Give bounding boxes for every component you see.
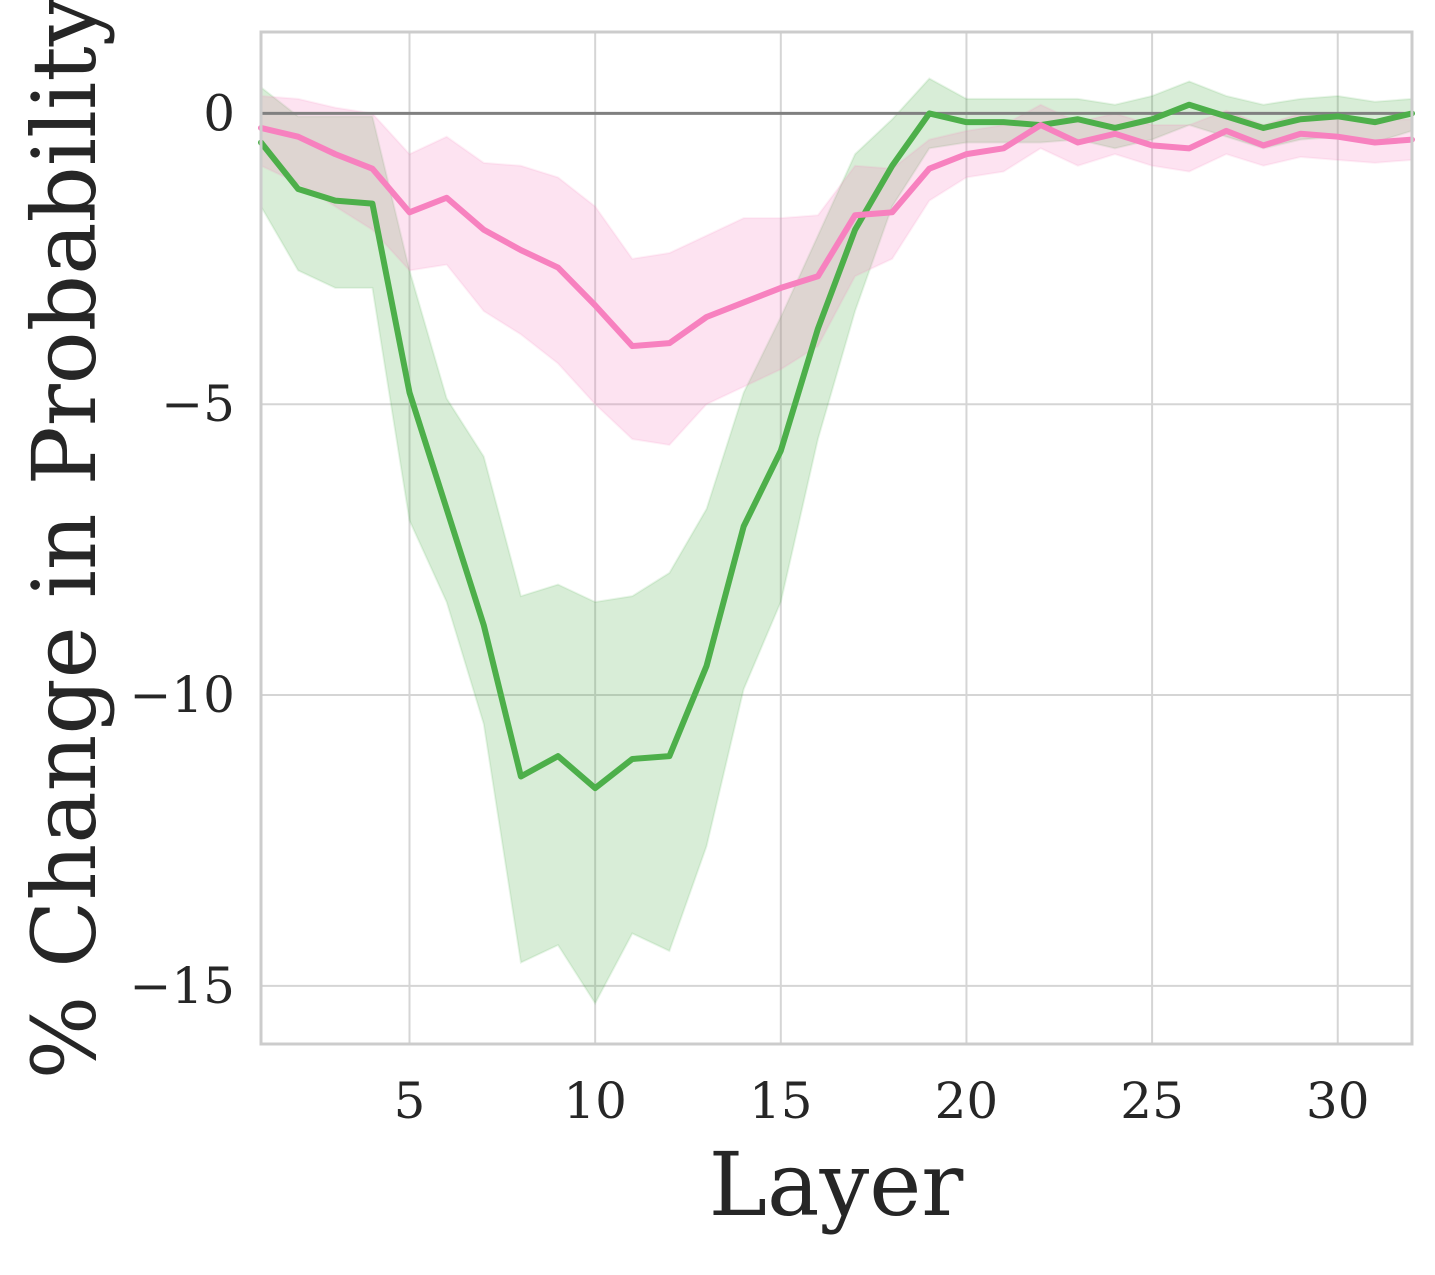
x-tick-label-25: 25 — [1120, 1072, 1184, 1130]
x-tick-label-5: 5 — [394, 1072, 426, 1130]
series-0-line — [258, 101, 1415, 792]
plot-frame — [259, 30, 1414, 1046]
x-tick-label-20: 20 — [935, 1072, 999, 1130]
x-tick-label-10: 10 — [563, 1072, 627, 1130]
y-tick-label-3: −15 — [129, 957, 235, 1015]
x-tick-labels: 5 10 15 20 25 30 — [394, 1072, 1370, 1130]
x-axis-label: Layer — [709, 1133, 965, 1236]
x-tick-label-15: 15 — [749, 1072, 813, 1130]
confidence-bands — [260, 77, 1413, 1006]
y-tick-label-0: 0 — [203, 84, 235, 142]
series-1-line — [258, 122, 1415, 350]
y-tick-labels: 0 −5 −10 −15 — [129, 84, 235, 1014]
series-lines — [258, 101, 1415, 792]
x-tick-label-30: 30 — [1306, 1072, 1370, 1130]
y-tick-label-2: −10 — [129, 666, 235, 724]
y-axis-label: % Change in Probability — [13, 0, 116, 1079]
y-tick-label-1: −5 — [161, 375, 235, 433]
